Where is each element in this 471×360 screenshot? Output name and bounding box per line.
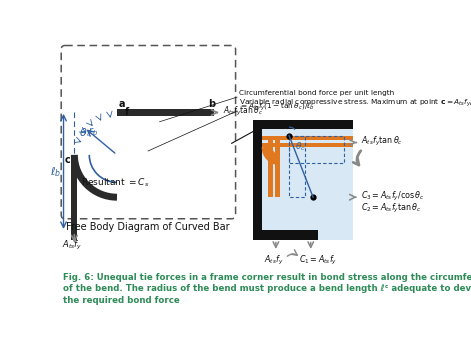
Text: $\ell_b$: $\ell_b$ <box>50 165 61 179</box>
Text: $= A_{ts}f_y(1-\tan\theta_c)/\ell_b$: $= A_{ts}f_y(1-\tan\theta_c)/\ell_b$ <box>239 100 315 113</box>
Text: $\theta$: $\theta$ <box>79 126 87 138</box>
Text: $A_{ts}f_y$: $A_{ts}f_y$ <box>62 239 82 252</box>
Bar <box>268 136 273 197</box>
Bar <box>309 130 353 197</box>
Bar <box>262 136 353 140</box>
Text: a: a <box>119 99 125 109</box>
Text: Variable radial compressive stress. Maximum at point $\mathbf{c}=A_{ts}f_y/br_b$: Variable radial compressive stress. Maxi… <box>239 98 471 109</box>
Text: $C_1 = A_{ts}f_y$: $C_1 = A_{ts}f_y$ <box>299 254 337 267</box>
Bar <box>252 120 353 239</box>
Text: b: b <box>209 99 216 109</box>
Bar <box>289 136 344 163</box>
Text: $_c$: $_c$ <box>86 130 91 139</box>
Bar <box>262 197 309 230</box>
Bar <box>71 155 77 239</box>
Bar <box>309 197 318 239</box>
Bar <box>262 143 353 147</box>
Text: $\theta_c$: $\theta_c$ <box>295 140 306 153</box>
Text: $C_3 = A_{ts}f_y/\cos\theta_c$: $C_3 = A_{ts}f_y/\cos\theta_c$ <box>361 190 425 203</box>
Text: $C_2 = A_{ts}f_y\tan\theta_c$: $C_2 = A_{ts}f_y\tan\theta_c$ <box>361 202 422 215</box>
Text: $A_{ts}f_y$: $A_{ts}f_y$ <box>264 254 284 267</box>
Bar <box>262 130 353 230</box>
Bar <box>117 109 214 116</box>
Text: Resultant $= C_s$: Resultant $= C_s$ <box>81 177 149 189</box>
Bar <box>262 130 309 197</box>
Text: Circumferential bond force per unit length: Circumferential bond force per unit leng… <box>239 90 394 95</box>
Bar <box>252 230 318 239</box>
Bar <box>252 120 262 239</box>
Bar <box>252 120 353 130</box>
Text: $r_b$: $r_b$ <box>88 125 98 138</box>
Text: c: c <box>65 154 71 165</box>
Bar <box>289 136 305 197</box>
Text: $A_{ts}f_y\tan\theta_c$: $A_{ts}f_y\tan\theta_c$ <box>223 105 263 118</box>
Text: $A_{ts}f_y\tan\theta_c$: $A_{ts}f_y\tan\theta_c$ <box>361 135 403 148</box>
Text: Fig. 6: Unequal tie forces in a frame corner result in bond stress along the cir: Fig. 6: Unequal tie forces in a frame co… <box>63 273 471 305</box>
Bar <box>275 136 280 197</box>
Text: f: f <box>125 107 129 117</box>
Text: Free Body Diagram of Curved Bar: Free Body Diagram of Curved Bar <box>66 222 230 232</box>
